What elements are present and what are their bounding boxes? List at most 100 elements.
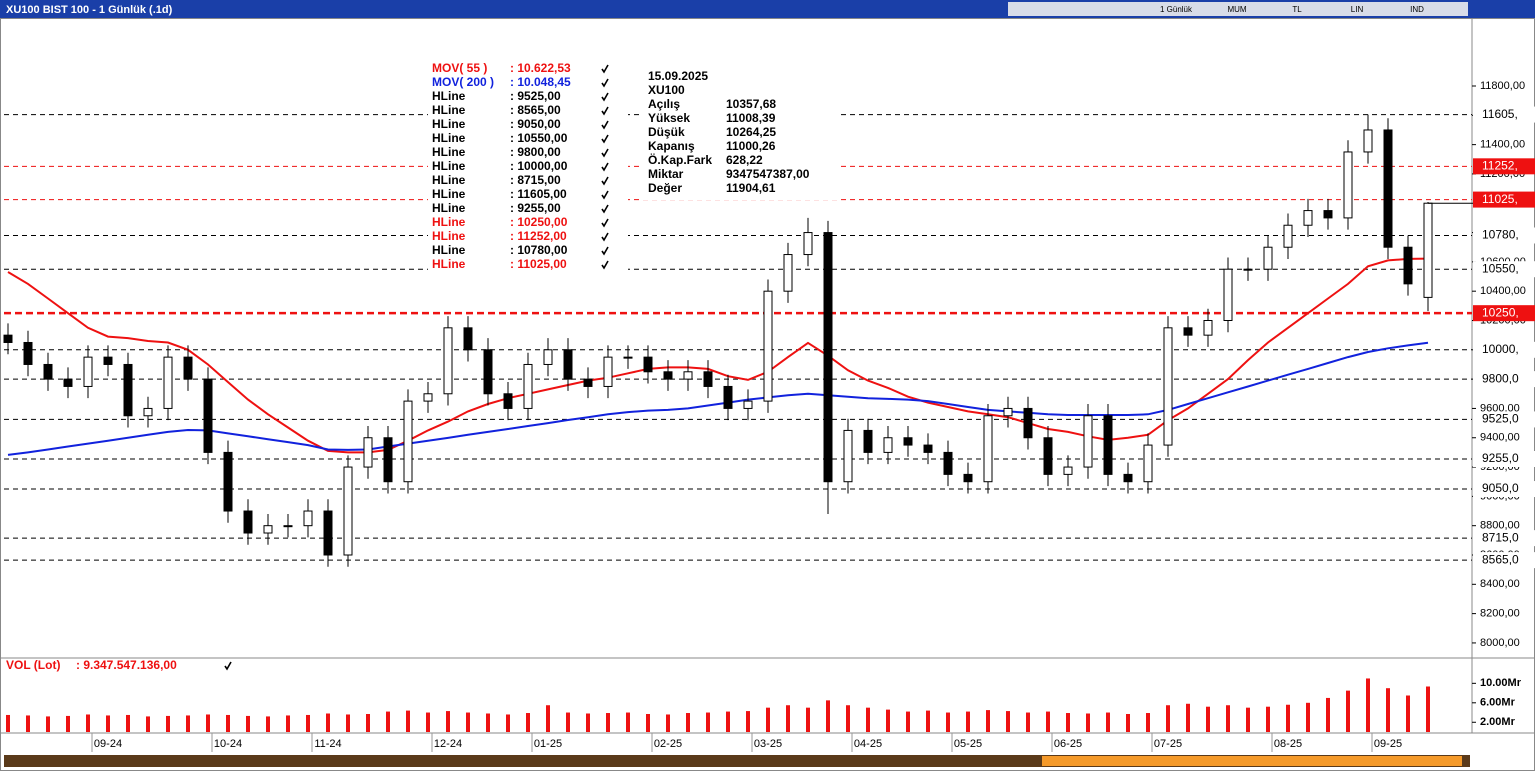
vol-tick-label: 10.00Mr xyxy=(1480,677,1522,689)
candle-body xyxy=(23,341,33,365)
volume-bar xyxy=(806,707,810,732)
check-icon xyxy=(601,190,609,200)
info-date: 15.09.2025 xyxy=(648,69,708,83)
candle-body xyxy=(1123,473,1133,483)
volume-bar xyxy=(426,712,430,732)
volume-bar xyxy=(886,709,890,732)
volume-bar xyxy=(226,714,230,732)
legend-value: : 10250,00 xyxy=(510,215,568,229)
info-value: 11904,61 xyxy=(726,181,776,195)
hline-axis-box xyxy=(1473,481,1535,498)
vol-legend-value: : 9.347.547.136,00 xyxy=(76,658,177,672)
volume-bar xyxy=(306,714,310,732)
candle-body xyxy=(123,363,133,417)
hline-axis-label: 10250, xyxy=(1482,305,1519,319)
volume-bar xyxy=(346,714,350,732)
candle-body xyxy=(823,232,833,483)
hline-axis-box xyxy=(1473,450,1535,467)
volume-bar xyxy=(406,710,410,732)
ma-line xyxy=(7,341,1429,456)
hline-axis-label: 9255,0 xyxy=(1482,451,1519,465)
volume-bar xyxy=(666,714,670,732)
check-icon xyxy=(601,232,609,242)
info-key: Miktar xyxy=(648,167,684,181)
volume-bar xyxy=(166,715,170,732)
scrollbar-thumb[interactable] xyxy=(1042,756,1462,766)
hline-axis-label: 10780, xyxy=(1482,228,1519,242)
candle-body xyxy=(963,473,973,483)
candle-body xyxy=(603,356,613,387)
volume-bar xyxy=(1306,702,1310,732)
candle-body xyxy=(1023,407,1033,439)
candle-body xyxy=(463,327,473,351)
hline-axis-box xyxy=(1473,305,1535,322)
y-tick-label: 8400,00 xyxy=(1480,578,1520,590)
check-icon xyxy=(601,218,609,228)
legend-name: HLine xyxy=(432,173,466,187)
candle-body xyxy=(1003,407,1013,417)
hline-axis-box xyxy=(1473,341,1535,358)
hline-axis-label: 9800,0 xyxy=(1482,371,1519,385)
volume-bar xyxy=(326,713,330,732)
check-icon xyxy=(601,120,609,130)
volume-bar xyxy=(86,714,90,732)
legend-name: HLine xyxy=(432,215,466,229)
volume-bar xyxy=(606,713,610,732)
x-tick-label: 09-24 xyxy=(94,738,122,750)
ma-line xyxy=(7,257,1429,454)
hline-axis-box xyxy=(1473,371,1535,388)
legend-name: HLine xyxy=(432,131,466,145)
candle-body xyxy=(663,371,673,380)
legend-value: : 9255,00 xyxy=(510,201,561,215)
volume-bar xyxy=(1186,703,1190,732)
candle-body xyxy=(483,349,493,395)
volume-bar xyxy=(186,715,190,732)
volume-bar xyxy=(1326,697,1330,732)
volume-bar xyxy=(846,705,850,732)
candle-body xyxy=(923,444,933,453)
candle-body xyxy=(1343,151,1353,219)
volume-bar xyxy=(206,714,210,732)
candle-body xyxy=(623,356,633,359)
info-value: 628,22 xyxy=(726,153,763,167)
check-icon xyxy=(601,148,609,158)
candle-body xyxy=(283,525,293,528)
candle-body xyxy=(1043,437,1053,475)
info-value: 11000,26 xyxy=(726,139,776,153)
check-icon xyxy=(601,92,609,102)
volume-bar xyxy=(946,712,950,732)
legend-value: : 10000,00 xyxy=(510,159,568,173)
legend-value: : 9525,00 xyxy=(510,89,561,103)
volume-bar xyxy=(1046,711,1050,732)
x-tick-label: 01-25 xyxy=(534,738,562,750)
legend-name: HLine xyxy=(432,145,466,159)
y-tick-label: 8800,00 xyxy=(1480,520,1520,532)
volume-bar xyxy=(1366,678,1370,732)
volume-bar xyxy=(1026,712,1030,732)
x-tick-label: 08-25 xyxy=(1274,738,1302,750)
hline-axis-label: 11252, xyxy=(1482,158,1518,172)
vol-tick-label: 6.00Mr xyxy=(1480,697,1516,709)
info-symbol: XU100 xyxy=(648,83,685,97)
vol-legend-name: VOL (Lot) xyxy=(6,658,60,672)
legend-name: HLine xyxy=(432,159,466,173)
hline-axis-box xyxy=(1473,261,1535,278)
volume-bar xyxy=(1006,711,1010,732)
volume-bar xyxy=(1106,712,1110,732)
volume-bar xyxy=(1206,706,1210,732)
candle-body xyxy=(263,525,273,534)
x-tick-label: 05-25 xyxy=(954,738,982,750)
candle-body xyxy=(1263,246,1273,270)
candle-body xyxy=(3,334,13,343)
legend-value: : 11252,00 xyxy=(510,229,567,243)
candle-body xyxy=(303,510,313,527)
volume-bar xyxy=(126,714,130,732)
toolbar-label: 1 Günlük xyxy=(1160,5,1193,14)
hline-axis-box xyxy=(1473,530,1535,547)
volume-bar xyxy=(726,711,730,732)
volume-bar xyxy=(986,710,990,732)
info-value: 10357,68 xyxy=(726,97,776,111)
toolbar xyxy=(1008,2,1468,16)
volume-bar xyxy=(1266,706,1270,732)
